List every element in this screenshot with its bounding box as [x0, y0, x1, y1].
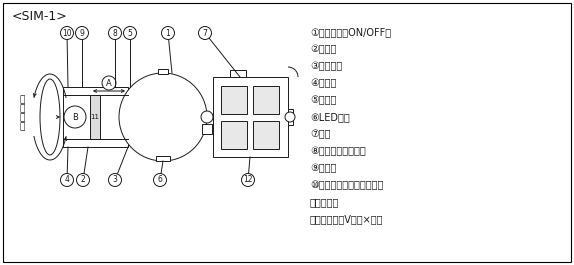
- Text: ⑤反射鏡: ⑤反射鏡: [310, 95, 336, 105]
- Circle shape: [108, 174, 122, 187]
- Circle shape: [76, 26, 88, 39]
- Circle shape: [76, 174, 90, 187]
- Text: ⑧ヘッド・キャップ: ⑧ヘッド・キャップ: [310, 146, 366, 156]
- Text: 9: 9: [80, 29, 84, 38]
- Text: A: A: [106, 78, 112, 87]
- Text: ⑩回転板つまみ・止めねじ: ⑩回転板つまみ・止めねじ: [310, 180, 383, 190]
- Bar: [230, 70, 246, 77]
- Bar: [158, 69, 168, 74]
- Text: 5: 5: [127, 29, 133, 38]
- Text: ①スイッチ（ON/OFF）: ①スイッチ（ON/OFF）: [310, 27, 391, 37]
- Text: 7: 7: [203, 29, 207, 38]
- Bar: [253, 86, 279, 114]
- Circle shape: [102, 76, 116, 90]
- Text: 8: 8: [113, 29, 117, 38]
- Bar: [156, 156, 170, 161]
- Text: ④偏光板: ④偏光板: [310, 78, 336, 88]
- Bar: [90, 95, 100, 139]
- Text: 3: 3: [113, 175, 118, 184]
- Text: ⑥LED電球: ⑥LED電球: [310, 112, 350, 122]
- Bar: [288, 109, 293, 125]
- Circle shape: [161, 26, 174, 39]
- Text: 4: 4: [64, 175, 69, 184]
- Text: B: B: [72, 113, 78, 121]
- Text: 1: 1: [166, 29, 170, 38]
- Bar: [253, 121, 279, 149]
- Text: ⑫電池１．５V単１×６本: ⑫電池１．５V単１×６本: [310, 214, 383, 224]
- Text: ②アーム: ②アーム: [310, 44, 336, 54]
- Circle shape: [242, 174, 254, 187]
- Text: 12: 12: [243, 175, 253, 184]
- Circle shape: [199, 26, 211, 39]
- Text: 観: 観: [20, 95, 25, 104]
- Bar: [63, 87, 128, 147]
- Text: 方: 方: [20, 113, 25, 122]
- Text: ⑦本体: ⑦本体: [310, 129, 331, 139]
- Circle shape: [123, 26, 137, 39]
- Text: ⑪被検査物: ⑪被検査物: [310, 197, 339, 207]
- Circle shape: [119, 73, 207, 161]
- Text: 向: 向: [20, 122, 25, 131]
- Circle shape: [153, 174, 166, 187]
- Circle shape: [285, 112, 295, 122]
- Text: ⑨回転板: ⑨回転板: [310, 163, 336, 173]
- Text: 察: 察: [20, 104, 25, 113]
- Text: <SIM-1>: <SIM-1>: [12, 10, 68, 23]
- Circle shape: [60, 26, 73, 39]
- Circle shape: [64, 106, 86, 128]
- Text: 10: 10: [62, 29, 72, 38]
- Bar: [128, 96, 142, 138]
- Bar: [221, 121, 247, 149]
- Circle shape: [108, 26, 122, 39]
- Bar: [221, 86, 247, 114]
- Ellipse shape: [40, 79, 60, 155]
- Text: 2: 2: [80, 175, 86, 184]
- Bar: [213, 77, 288, 157]
- Bar: [202, 124, 212, 134]
- Text: 11: 11: [91, 114, 99, 120]
- Circle shape: [60, 174, 73, 187]
- Circle shape: [201, 111, 213, 123]
- Text: 6: 6: [157, 175, 162, 184]
- Text: ③円偏光板: ③円偏光板: [310, 61, 342, 71]
